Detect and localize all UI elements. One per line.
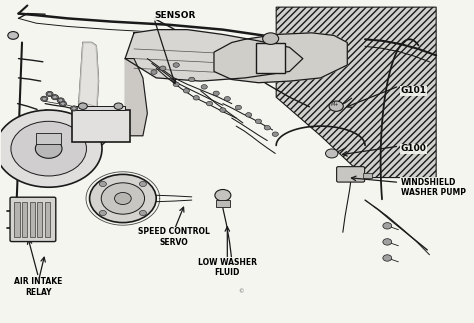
Circle shape [71,106,78,111]
Bar [363,173,372,178]
Circle shape [383,239,392,245]
Circle shape [264,125,270,130]
Circle shape [61,102,65,105]
Circle shape [100,182,107,187]
Circle shape [263,33,279,45]
Polygon shape [125,30,303,81]
Circle shape [90,174,156,223]
Circle shape [235,105,242,110]
Circle shape [115,193,131,204]
Circle shape [189,77,195,82]
Circle shape [100,210,107,215]
Bar [72,110,129,142]
Circle shape [101,183,145,214]
Circle shape [114,103,123,109]
FancyBboxPatch shape [10,197,56,242]
Circle shape [206,101,213,106]
Circle shape [173,82,179,87]
Circle shape [326,149,338,158]
Circle shape [51,95,58,100]
Circle shape [383,223,392,229]
Circle shape [47,92,52,96]
Circle shape [255,119,262,124]
Polygon shape [276,7,436,178]
Circle shape [193,96,200,100]
Polygon shape [79,43,99,168]
Circle shape [42,97,46,100]
Bar [36,132,61,144]
Text: ©: © [238,289,243,294]
Circle shape [36,139,62,158]
Text: WINDSHIELD
WASHER PUMP: WINDSHIELD WASHER PUMP [401,178,465,197]
Bar [216,200,229,206]
Circle shape [8,32,18,39]
Bar [76,106,125,110]
Circle shape [72,107,76,110]
Circle shape [246,113,252,117]
Bar [256,43,285,73]
Circle shape [58,99,63,102]
Circle shape [11,121,86,176]
Circle shape [139,210,146,215]
Text: G100: G100 [401,144,427,153]
Text: SENSOR: SENSOR [154,11,195,20]
Text: SPEED CONTROL
SERVO: SPEED CONTROL SERVO [138,227,210,247]
Text: M+: M+ [331,102,339,107]
Circle shape [53,96,57,99]
Circle shape [160,66,166,70]
Circle shape [201,85,207,89]
Text: AIR INTAKE
RELAY: AIR INTAKE RELAY [14,277,63,297]
Circle shape [46,91,53,97]
Circle shape [215,190,231,201]
Circle shape [329,101,343,111]
Circle shape [224,97,230,101]
Circle shape [220,108,226,112]
Polygon shape [214,33,347,83]
Text: G101: G101 [401,86,427,95]
Bar [22,202,27,237]
Bar [37,202,43,237]
Circle shape [213,91,219,96]
Polygon shape [125,58,147,136]
FancyBboxPatch shape [337,167,365,182]
Circle shape [139,182,146,187]
Circle shape [0,110,102,187]
Bar [45,202,50,237]
Circle shape [383,255,392,261]
Circle shape [183,89,190,93]
Circle shape [79,103,87,109]
Circle shape [151,70,157,74]
Circle shape [59,101,66,106]
Circle shape [173,63,179,67]
Text: LOW WASHER
FLUID: LOW WASHER FLUID [198,258,257,277]
Bar [29,202,35,237]
Bar [15,202,20,237]
Circle shape [272,132,278,136]
Circle shape [41,96,48,101]
Circle shape [57,98,64,103]
